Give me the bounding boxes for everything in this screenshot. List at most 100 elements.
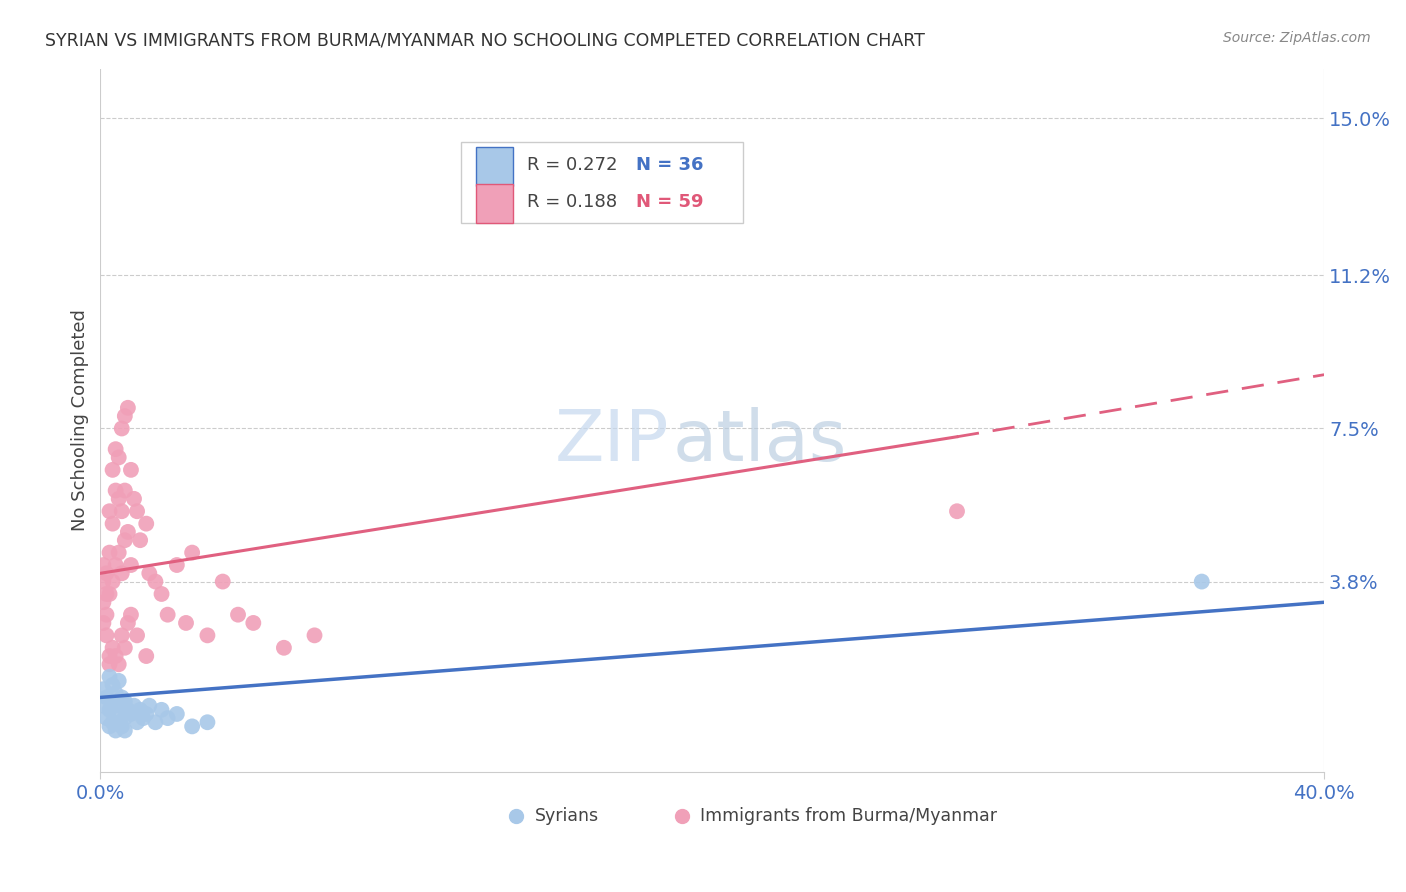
Point [122,698,145,713]
Point [96,587,118,601]
Text: atlas: atlas [673,407,848,475]
Point [156,607,179,622]
Point [98,546,121,560]
Point [93,682,115,697]
Text: R = 0.188: R = 0.188 [527,193,617,211]
Point [125,628,148,642]
Point [96,711,118,725]
Point [122,491,145,506]
FancyBboxPatch shape [461,143,742,223]
Point [226,607,249,622]
Point [101,715,124,730]
Point [132,711,155,725]
Text: N = 59: N = 59 [636,193,703,211]
Point [138,698,160,713]
Point [117,524,139,539]
FancyBboxPatch shape [477,185,513,223]
Point [145,574,167,589]
Point [273,640,295,655]
Point [117,703,139,717]
Point [150,703,173,717]
Point [98,703,121,717]
Point [98,719,121,733]
Text: ZIP: ZIP [555,407,669,475]
Point [114,695,136,709]
Text: SYRIAN VS IMMIGRANTS FROM BURMA/MYANMAR NO SCHOOLING COMPLETED CORRELATION CHART: SYRIAN VS IMMIGRANTS FROM BURMA/MYANMAR … [45,31,925,49]
Point [117,401,139,415]
Point [145,715,167,730]
Point [104,648,127,663]
Point [107,715,129,730]
Point [96,607,118,622]
Point [125,715,148,730]
Point [138,566,160,581]
Point [111,566,134,581]
Point [104,723,127,738]
Point [96,690,118,705]
Point [98,587,121,601]
Point [135,648,157,663]
Point [211,574,233,589]
Point [101,678,124,692]
Point [98,657,121,672]
Point [93,574,115,589]
Point [120,607,142,622]
Point [107,546,129,560]
Point [114,483,136,498]
Point [111,421,134,435]
Point [946,504,969,518]
Point [98,504,121,518]
Point [104,442,127,457]
Point [181,546,204,560]
Point [129,533,152,548]
Point [96,566,118,581]
Point [129,703,152,717]
Point [104,483,127,498]
Point [93,615,115,630]
Point [181,719,204,733]
Point [242,615,264,630]
Text: R = 0.272: R = 0.272 [527,156,619,174]
Point [120,706,142,721]
Point [304,628,326,642]
Point [197,715,219,730]
Point [111,719,134,733]
FancyBboxPatch shape [477,147,513,186]
Point [135,516,157,531]
Point [125,504,148,518]
Point [107,491,129,506]
Point [156,711,179,725]
Point [98,670,121,684]
Point [111,504,134,518]
Point [111,628,134,642]
Point [93,698,115,713]
Text: Source: ZipAtlas.com: Source: ZipAtlas.com [1223,31,1371,45]
Point [174,615,197,630]
Point [104,558,127,572]
Y-axis label: No Schooling Completed: No Schooling Completed [72,310,89,531]
Point [96,628,118,642]
Point [166,706,188,721]
Point [107,657,129,672]
Point [104,686,127,700]
Point [111,690,134,705]
Point [114,409,136,423]
Point [114,640,136,655]
Point [114,533,136,548]
Point [1191,574,1213,589]
Point [150,587,173,601]
Point [101,516,124,531]
Point [101,574,124,589]
Point [101,695,124,709]
Point [93,595,115,609]
Point [101,463,124,477]
Point [120,463,142,477]
Point [107,673,129,688]
Text: N = 36: N = 36 [636,156,703,174]
Point [107,698,129,713]
Point [166,558,188,572]
Point [117,615,139,630]
Text: Immigrants from Burma/Myanmar: Immigrants from Burma/Myanmar [700,806,997,824]
Point [120,558,142,572]
Point [197,628,219,642]
